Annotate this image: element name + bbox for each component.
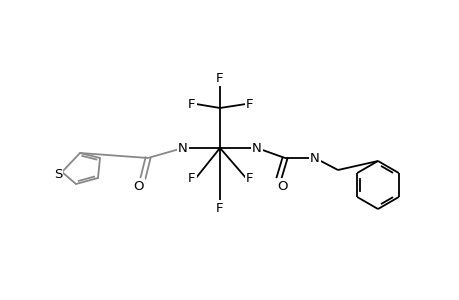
Text: S: S <box>54 169 62 182</box>
Text: F: F <box>216 71 223 85</box>
Text: F: F <box>246 172 253 184</box>
Text: F: F <box>188 98 196 110</box>
Text: N: N <box>252 142 261 154</box>
Text: F: F <box>188 172 196 184</box>
Text: N: N <box>309 152 319 164</box>
Text: N: N <box>178 142 187 154</box>
Text: F: F <box>246 98 253 110</box>
Text: O: O <box>277 179 288 193</box>
Text: F: F <box>216 202 223 214</box>
Text: O: O <box>134 179 144 193</box>
